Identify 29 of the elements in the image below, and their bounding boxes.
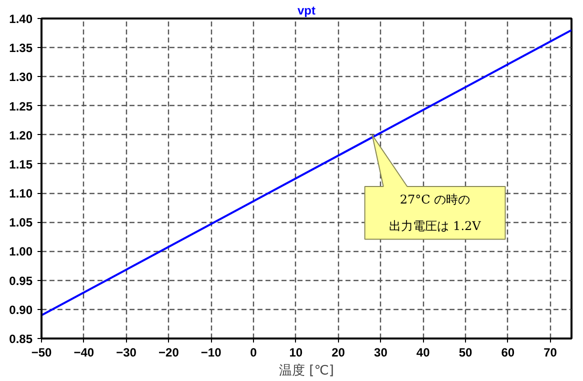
- x-tick-label: 50: [458, 346, 472, 360]
- x-tick-label: −30: [116, 346, 137, 360]
- y-tick-label: 1.20: [9, 128, 33, 142]
- y-tick-label: 1.40: [9, 12, 33, 26]
- y-tick-label: 1.35: [9, 41, 33, 56]
- y-tick-label: 0.90: [9, 302, 33, 317]
- y-tick-label: 1.10: [9, 186, 33, 201]
- x-tick-label: 60: [501, 346, 515, 360]
- x-tick-label: 70: [544, 346, 558, 360]
- y-tick-label: 1.30: [9, 70, 33, 84]
- x-tick-label: 20: [332, 346, 346, 360]
- x-tick-label: 30: [374, 346, 388, 360]
- y-tick-label: 0.95: [9, 274, 33, 288]
- annotation: 出力電圧は 1.2V: [389, 219, 482, 234]
- y-tick-label: 1.15: [9, 157, 33, 172]
- x-tick-label: −40: [74, 346, 94, 360]
- y-tick-label: 1.00: [9, 244, 33, 259]
- y-tick-label: 1.05: [9, 216, 33, 230]
- x-tick-label: 0: [250, 346, 258, 360]
- x-tick-label: 40: [416, 346, 430, 360]
- x-tick-label: −50: [31, 346, 52, 360]
- x-tick-label: −20: [158, 346, 180, 360]
- chart-title: vpt: [298, 4, 316, 18]
- annotation: 27°C の時の: [400, 192, 470, 207]
- x-tick-label: −10: [200, 346, 222, 360]
- x-axis-title: 温度 [℃]: [279, 362, 334, 378]
- x-tick-label: 10: [289, 346, 303, 360]
- y-tick-label: 0.85: [9, 332, 33, 346]
- y-tick-label: 1.25: [9, 99, 33, 114]
